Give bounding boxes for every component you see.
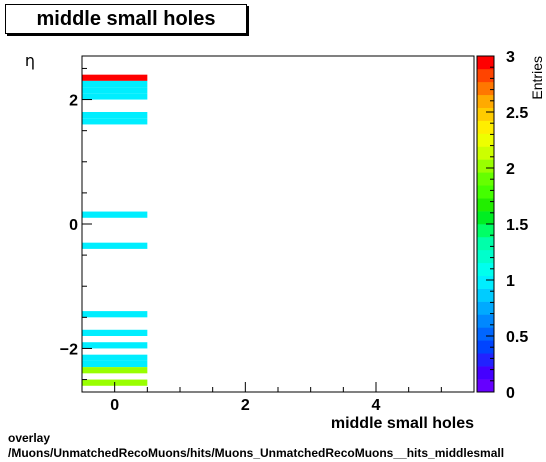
color-scale-swatch	[477, 81, 494, 96]
heatmap-cell	[82, 93, 148, 100]
color-scale-swatch	[477, 146, 494, 160]
footer-line-1: overlay	[8, 431, 51, 445]
y-axis-label: η	[25, 51, 35, 70]
heatmap-cell	[82, 112, 148, 119]
color-scale-label: Entries	[529, 56, 545, 100]
x-tick-label: 2	[241, 397, 250, 414]
color-scale-swatch	[477, 340, 494, 354]
heatmap-cell	[82, 74, 148, 81]
heatmap-cell	[82, 87, 148, 94]
y-tick-label: −2	[60, 341, 78, 358]
color-scale-swatch	[477, 94, 494, 108]
heatmap-cell	[82, 354, 148, 361]
color-scale-tick-label: 0	[506, 385, 515, 402]
plot-frame	[81, 55, 475, 393]
color-scale-tick-label: 1	[506, 273, 515, 290]
color-scale-swatch	[477, 68, 494, 83]
color-scale-swatch	[477, 236, 494, 251]
heatmap-cell	[82, 329, 148, 336]
color-scale-swatch	[477, 314, 494, 328]
color-scale: 0 0.5 1 1.5 2 2.5 3	[476, 49, 528, 402]
color-scale-swatch	[477, 327, 494, 341]
color-scale-swatch	[477, 56, 494, 70]
heatmap-cell	[82, 211, 148, 218]
y-axis-ticks: −2 0 2	[60, 67, 92, 381]
color-scale-swatch	[477, 224, 494, 238]
color-scale-swatch	[477, 172, 494, 186]
color-scale-swatch	[477, 198, 494, 212]
color-scale-swatch	[477, 379, 494, 393]
color-scale-tick-label: 1.5	[506, 217, 528, 234]
color-scale-swatch	[477, 211, 494, 225]
color-scale-swatch	[477, 120, 494, 134]
y-tick-label: 0	[69, 217, 78, 234]
heatmap-cell	[82, 242, 148, 249]
heatmap-cell	[82, 342, 148, 349]
color-scale-swatch	[477, 262, 494, 276]
x-axis-label: middle small holes	[331, 415, 474, 432]
color-scale-swatch	[477, 249, 494, 264]
color-scale-swatch	[477, 366, 494, 380]
x-tick-label: 4	[372, 397, 381, 414]
color-scale-swatch	[477, 301, 494, 315]
heatmap-cell	[82, 80, 148, 88]
color-scale-swatch	[477, 107, 494, 121]
color-scale-swatch	[477, 288, 494, 302]
y-tick-label: 2	[69, 93, 78, 110]
color-scale-tick-label: 2	[506, 161, 515, 178]
color-scale-swatch	[477, 133, 494, 147]
heatmap-cell	[82, 311, 148, 318]
color-scale-tick-label: 2.5	[506, 105, 528, 122]
color-scale-swatch	[477, 159, 494, 173]
plot-title: middle small holes	[5, 4, 247, 34]
color-scale-swatch	[477, 275, 494, 289]
color-scale-swatch	[477, 353, 494, 367]
heatmap-cell	[82, 367, 148, 374]
heatmap-cells	[82, 74, 148, 386]
heatmap-cell	[82, 118, 148, 125]
heatmap-cell	[82, 360, 148, 368]
color-scale-tick-label: 0.5	[506, 329, 528, 346]
footer-line-2: /Muons/UnmatchedRecoMuons/hits/Muons_Unm…	[8, 446, 505, 460]
x-tick-label: 0	[110, 397, 119, 414]
color-scale-tick-label: 3	[506, 49, 515, 66]
x-axis-ticks: 0 2 4	[81, 382, 475, 414]
color-scale-swatch	[477, 185, 494, 199]
